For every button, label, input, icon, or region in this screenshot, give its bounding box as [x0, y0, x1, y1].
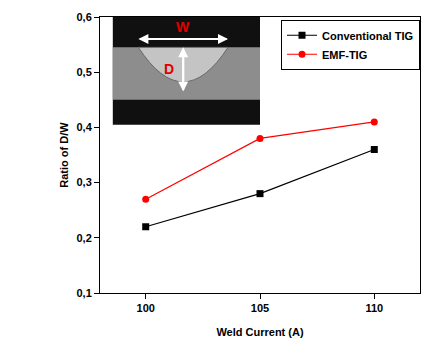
svg-text:0,6: 0,6	[77, 11, 92, 23]
svg-text:W: W	[176, 19, 190, 35]
svg-text:Ratio of D/W: Ratio of D/W	[58, 122, 70, 188]
svg-text:D: D	[164, 61, 174, 77]
svg-text:Weld Current (A): Weld Current (A)	[216, 326, 304, 338]
svg-text:100: 100	[137, 302, 155, 314]
svg-text:0,4: 0,4	[77, 121, 93, 133]
svg-text:EMF-TIG: EMF-TIG	[322, 49, 367, 61]
svg-text:Conventional TIG: Conventional TIG	[322, 30, 413, 42]
svg-text:0,5: 0,5	[77, 66, 92, 78]
svg-text:0,1: 0,1	[77, 287, 92, 299]
svg-text:105: 105	[251, 302, 269, 314]
svg-text:0,3: 0,3	[77, 176, 92, 188]
svg-text:0,2: 0,2	[77, 232, 92, 244]
svg-text:110: 110	[365, 302, 383, 314]
